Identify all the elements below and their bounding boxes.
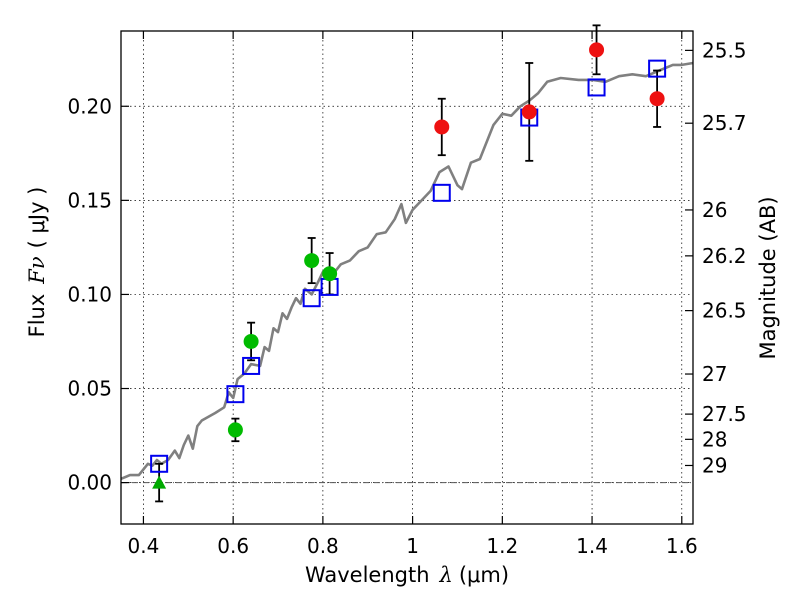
upper-limit-marker xyxy=(152,475,167,489)
model-photometry-point xyxy=(648,59,667,78)
y-axis: 0.00 0.05 0.10 0.15 0.20 xyxy=(67,94,129,495)
observed-flux-point xyxy=(322,266,338,282)
y-tick-label: 0.15 xyxy=(67,188,112,212)
model-photometry-point xyxy=(242,356,261,375)
observed-flux-point xyxy=(243,333,259,349)
magnitude-tick-label: 27 xyxy=(702,362,727,386)
model-photometry-point xyxy=(302,289,321,308)
y-tick-label: 0.20 xyxy=(67,94,112,118)
model-photometry-point xyxy=(226,385,245,404)
magnitude-tick-label: 25.7 xyxy=(702,111,747,135)
y-axis-label-text: Flux xyxy=(25,294,49,338)
y-axis-label-unit: ( μJy ) xyxy=(25,187,49,249)
observed-flux-point xyxy=(304,253,320,269)
observed-flux-point xyxy=(649,91,665,107)
x-tick-label: 1.6 xyxy=(666,534,698,558)
x-axis-label: Wavelength λ (μm) xyxy=(305,563,509,587)
observed-flux-point xyxy=(521,104,537,120)
x-tick-label: 0.4 xyxy=(128,534,160,558)
x-axis-label-unit: (μm) xyxy=(459,563,509,587)
magnitude-tick-label: 27.5 xyxy=(702,402,747,426)
x-tick-label: 1.2 xyxy=(486,534,518,558)
magnitude-tick-label: 25.5 xyxy=(702,38,747,62)
x-tick-label: 1.4 xyxy=(576,534,608,558)
y-axis-label: Flux Fν ( μJy ) xyxy=(25,187,49,338)
x-axis-label-symbol: λ xyxy=(439,563,453,587)
x-tick-label: 0.6 xyxy=(217,534,249,558)
y-axis-label-symbol: Fν xyxy=(25,256,49,285)
observed-flux-point xyxy=(589,42,605,58)
x-tick-label: 1 xyxy=(406,534,419,558)
magnitude-tick-label: 26.2 xyxy=(702,244,747,268)
y-tick-label: 0.05 xyxy=(67,377,112,401)
y-tick-label: 0.00 xyxy=(67,471,112,495)
observed-flux-point xyxy=(434,119,450,135)
x-tick-label: 0.8 xyxy=(307,534,339,558)
model-photometry-point xyxy=(432,183,451,202)
magnitude-tick-label: 29 xyxy=(702,453,727,477)
magnitude-axis-label: Magnitude (AB) xyxy=(756,196,780,359)
x-axis-label-text: Wavelength xyxy=(305,563,430,587)
magnitude-tick-label: 26.5 xyxy=(702,299,747,323)
model-photometry-point xyxy=(587,78,606,97)
model-spectrum-line xyxy=(120,61,694,481)
y-tick-label: 0.10 xyxy=(67,282,112,306)
marker-layer xyxy=(150,42,667,489)
x-axis: 0.4 0.6 0.8 1 1.2 1.4 1.6 xyxy=(128,31,698,558)
magnitude-tick-label: 26 xyxy=(702,198,727,222)
plot-frame xyxy=(120,30,694,525)
model-spectrum-layer xyxy=(120,61,694,481)
grid-layer xyxy=(121,31,693,524)
magnitude-tick-label: 28 xyxy=(702,427,727,451)
observed-flux-point xyxy=(227,422,243,438)
model-photometry-point xyxy=(150,454,169,473)
